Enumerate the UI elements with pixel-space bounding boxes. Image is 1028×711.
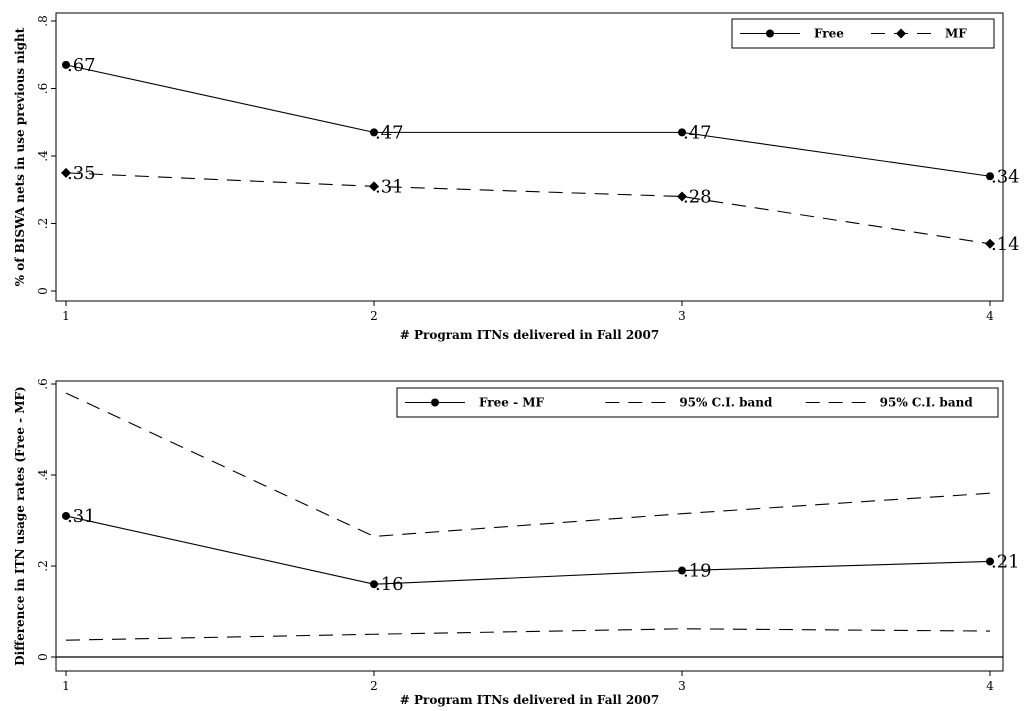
data-label: .31 xyxy=(375,176,404,197)
series-line-dashed xyxy=(65,628,991,641)
y-tick-label: .8 xyxy=(36,15,50,26)
y-tick-label: .6 xyxy=(36,378,50,389)
data-label: .31 xyxy=(67,506,96,527)
data-label: .67 xyxy=(67,55,96,76)
data-label: .34 xyxy=(991,166,1020,187)
x-tick-label: 3 xyxy=(678,679,686,693)
x-tick-label: 2 xyxy=(370,679,378,693)
x-axis-title: # Program ITNs delivered in Fall 2007 xyxy=(400,328,659,342)
y-axis-title: Difference in ITN usage rates (Free - MF… xyxy=(13,386,27,665)
data-point xyxy=(986,557,994,566)
legend-label: Free - MF xyxy=(479,396,545,410)
legend-key-marker xyxy=(431,398,439,407)
bottom-panel: 0 .2 .4 .6 1 2 3 4 # Program ITNs delivered in F… xyxy=(13,378,1020,707)
y-tick-label: .2 xyxy=(36,218,50,229)
legend-key-marker xyxy=(896,28,906,39)
data-label: .47 xyxy=(375,122,404,143)
y-axis-title: % of BISWA nets in use previous night xyxy=(13,27,27,286)
legend-label: 95% C.I. band xyxy=(880,396,974,410)
data-point xyxy=(678,128,686,137)
data-label: .21 xyxy=(991,551,1020,572)
y-tick-label: 0 xyxy=(36,653,50,661)
legend-label: 95% C.I. band xyxy=(679,396,773,410)
data-label: .19 xyxy=(683,561,712,582)
y-tick-label: 0 xyxy=(36,287,50,295)
x-tick-label: 4 xyxy=(986,309,994,323)
legend-label: MF xyxy=(945,27,967,41)
y-tick-label: .4 xyxy=(36,469,50,481)
data-point xyxy=(677,191,687,202)
data-label: .47 xyxy=(683,122,712,143)
x-tick-label: 1 xyxy=(62,309,70,323)
series-line-solid xyxy=(65,515,991,585)
series-line-dashed xyxy=(65,392,991,537)
data-label: .16 xyxy=(375,574,404,595)
x-tick-label: 2 xyxy=(370,309,378,323)
data-label: .28 xyxy=(683,187,712,208)
data-label: .35 xyxy=(67,163,96,184)
legend-label: Free xyxy=(814,27,844,41)
x-tick-label: 4 xyxy=(986,679,994,693)
series-line-dashed xyxy=(65,172,991,245)
data-point xyxy=(370,580,378,589)
legend-box xyxy=(396,387,999,418)
top-panel: 0 .2 .4 .6 .8 1 2 3 4 # Program ITNs delivered in… xyxy=(13,12,1020,342)
y-tick-label: .6 xyxy=(36,83,50,94)
data-point xyxy=(370,128,378,137)
y-tick-label: .4 xyxy=(36,150,50,162)
plot-frame xyxy=(55,380,1004,672)
data-point xyxy=(986,172,994,181)
plot-frame xyxy=(55,12,1004,302)
legend-key-marker xyxy=(766,29,774,38)
series-line-solid xyxy=(65,64,991,177)
y-tick-label: .2 xyxy=(36,560,50,571)
data-point xyxy=(678,566,686,575)
data-label: .14 xyxy=(991,234,1020,255)
x-tick-label: 1 xyxy=(62,679,70,693)
data-point xyxy=(985,238,995,249)
data-point xyxy=(61,167,71,178)
data-point xyxy=(62,60,70,69)
x-axis-title: # Program ITNs delivered in Fall 2007 xyxy=(400,693,659,707)
x-tick-label: 3 xyxy=(678,309,686,323)
data-point xyxy=(369,181,379,192)
data-point xyxy=(62,511,70,520)
